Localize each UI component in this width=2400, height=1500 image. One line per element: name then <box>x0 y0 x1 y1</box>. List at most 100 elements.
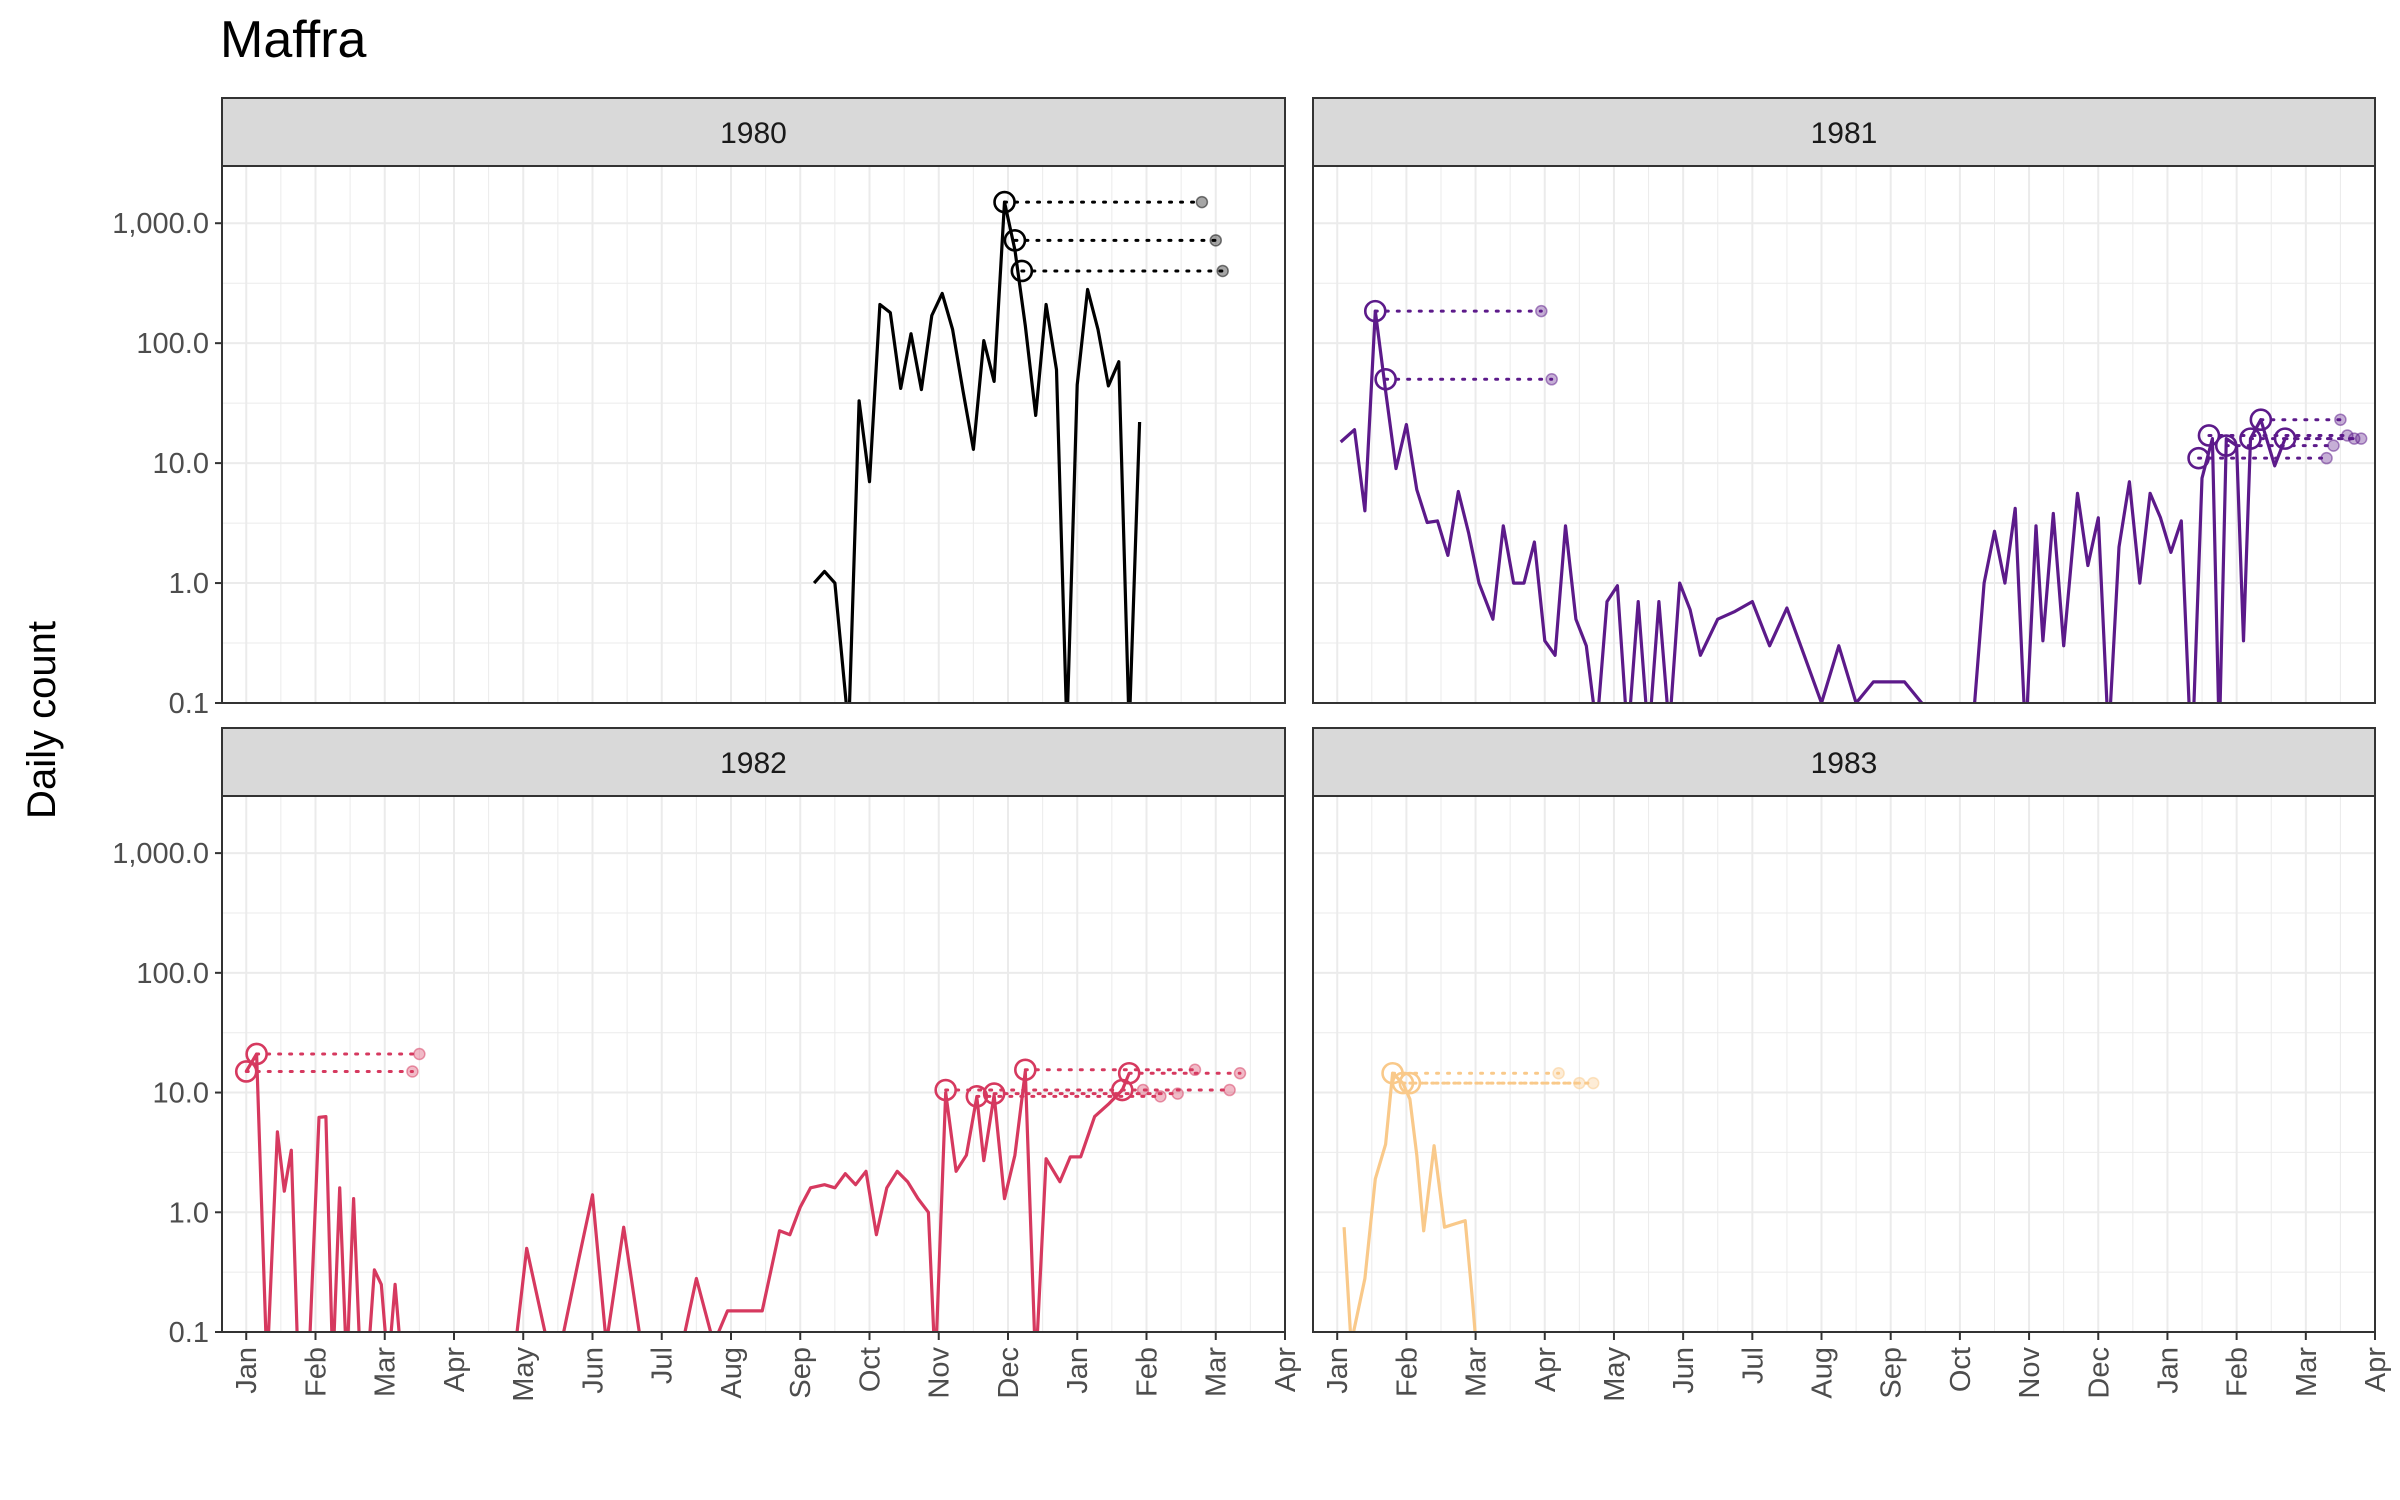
chart-title: Maffra <box>220 11 367 69</box>
x-tick-label: Jul <box>1737 1347 1769 1384</box>
peak-end-dot <box>2334 413 2347 426</box>
peak-end-dot <box>1209 234 1222 247</box>
facet-panel: 1983 <box>1312 727 2376 1333</box>
facet-strip <box>221 97 1286 167</box>
x-tick-label: Dec <box>993 1347 1025 1399</box>
peak-marker <box>993 190 1016 214</box>
peak-marker <box>1010 259 1034 283</box>
facet-label: 1983 <box>1811 747 1878 780</box>
facet-panel: 1981 <box>1312 97 2376 704</box>
x-tick-label: May <box>508 1347 540 1402</box>
x-tick-label: Mar <box>2291 1347 2323 1397</box>
x-tick-label: Oct <box>855 1347 887 1392</box>
peak-marker <box>1003 229 1027 252</box>
y-tick-label: 0.1 <box>169 1317 209 1349</box>
panel-border <box>221 795 1286 1333</box>
series-line <box>812 200 1142 703</box>
peak-end-dot <box>1233 1066 1247 1080</box>
peak-marker <box>1363 299 1387 323</box>
peak-end-dot <box>1223 1083 1236 1097</box>
peak-end-dot <box>1586 1076 1600 1090</box>
peak-end-dot <box>413 1047 426 1061</box>
x-tick-label: Feb <box>1391 1347 1423 1397</box>
gridlines <box>1313 796 2375 1332</box>
peak-end-dot <box>406 1065 419 1078</box>
peak-end-dot <box>1552 1066 1565 1080</box>
peak-marker <box>1014 1058 1037 1082</box>
peak-marker <box>2249 408 2273 432</box>
x-tick-label: May <box>1599 1347 1631 1402</box>
x-tick-label: Aug <box>716 1347 748 1399</box>
peak-end-dot <box>1195 195 1209 209</box>
x-tick-label: Sep <box>1876 1347 1908 1399</box>
panel-border <box>1312 795 2376 1333</box>
peak-marker <box>245 1042 268 1066</box>
y-axis-label: Daily count <box>20 621 64 819</box>
peak-end-dot <box>1535 304 1548 318</box>
peak-marker <box>1398 1071 1422 1095</box>
y-tick-label: 100.0 <box>136 328 209 360</box>
y-tick-label: 1.0 <box>169 568 209 600</box>
panel-background <box>1313 796 2375 1332</box>
panel-border <box>221 165 1286 704</box>
x-tick-label: Jun <box>578 1347 610 1394</box>
y-tick-label: 10.0 <box>153 1078 209 1110</box>
series-group <box>234 1042 1247 1332</box>
series-line <box>244 1052 1131 1332</box>
y-tick-label: 100.0 <box>136 958 209 990</box>
peak-marker <box>1117 1061 1141 1085</box>
peak-marker <box>965 1085 989 1108</box>
x-tick-label: Mar <box>370 1347 402 1397</box>
facet-label: 1982 <box>720 747 787 780</box>
gridlines <box>1313 166 2375 703</box>
peak-end-dot <box>1545 373 1558 386</box>
facet-strip <box>221 727 1286 797</box>
x-axis: Jan Feb Mar Apr May Jun Jul Aug Sep Oct Nov Dec Jan F… <box>231 1332 1302 1402</box>
gridlines <box>222 796 1285 1332</box>
x-tick-label: Feb <box>2222 1347 2254 1397</box>
panel-background <box>222 796 1285 1332</box>
x-tick-label: Nov <box>2014 1347 2046 1399</box>
peak-marker <box>2197 424 2221 447</box>
y-tick-label: 1.0 <box>169 1197 209 1229</box>
peak-end-dot <box>2354 432 2368 445</box>
x-tick-label: Mar <box>1201 1347 1233 1397</box>
peak-marker <box>2273 427 2297 450</box>
y-tick-label: 1,000.0 <box>112 838 209 870</box>
peak-marker <box>2239 427 2262 450</box>
x-tick-label: Jan <box>1062 1347 1094 1394</box>
x-tick-label: Oct <box>1945 1347 1977 1392</box>
x-tick-label: Jul <box>647 1347 679 1384</box>
peak-end-dot <box>2327 439 2340 452</box>
x-tick-label: Mar <box>1461 1347 1493 1397</box>
facet-label: 1981 <box>1811 117 1878 150</box>
x-tick-label: Feb <box>301 1347 333 1397</box>
peak-marker <box>234 1060 258 1083</box>
facet-panel: 1980 0.1 1.0 10.0 100.0 1,000.0 <box>112 97 1286 720</box>
x-tick-label: Jan <box>2152 1347 2184 1394</box>
x-axes: Jan Feb Mar Apr May Jun Jul Aug Sep Oct Nov Dec Jan F… <box>231 1332 2392 1402</box>
x-tick-label: Jan <box>1322 1347 1354 1394</box>
series-group <box>1342 1061 1600 1332</box>
x-tick-label: Aug <box>1807 1347 1839 1399</box>
x-tick-label: Sep <box>785 1347 817 1399</box>
series-line <box>1342 1071 1477 1332</box>
peak-end-dot <box>2320 451 2333 465</box>
peak-marker <box>2214 434 2238 457</box>
x-tick-label: Apr <box>1530 1347 1562 1392</box>
y-axis: 0.1 1.0 10.0 100.0 1,000.0 <box>112 208 222 720</box>
x-tick-label: Apr <box>439 1347 471 1392</box>
peak-marker <box>2187 446 2210 470</box>
gridlines <box>222 166 1285 703</box>
y-tick-label: 0.1 <box>169 688 209 720</box>
x-tick-label: Feb <box>1132 1347 1164 1397</box>
x-tick-label: Jan <box>231 1347 263 1394</box>
y-axis: 0.1 1.0 10.0 100.0 1,000.0 <box>112 838 222 1349</box>
peak-end-dot <box>1216 264 1229 278</box>
x-tick-label: Apr <box>1270 1347 1302 1392</box>
peak-end-dot <box>1154 1090 1167 1103</box>
peak-marker <box>982 1082 1006 1105</box>
series-group <box>812 190 1229 703</box>
panel-background <box>222 166 1285 703</box>
